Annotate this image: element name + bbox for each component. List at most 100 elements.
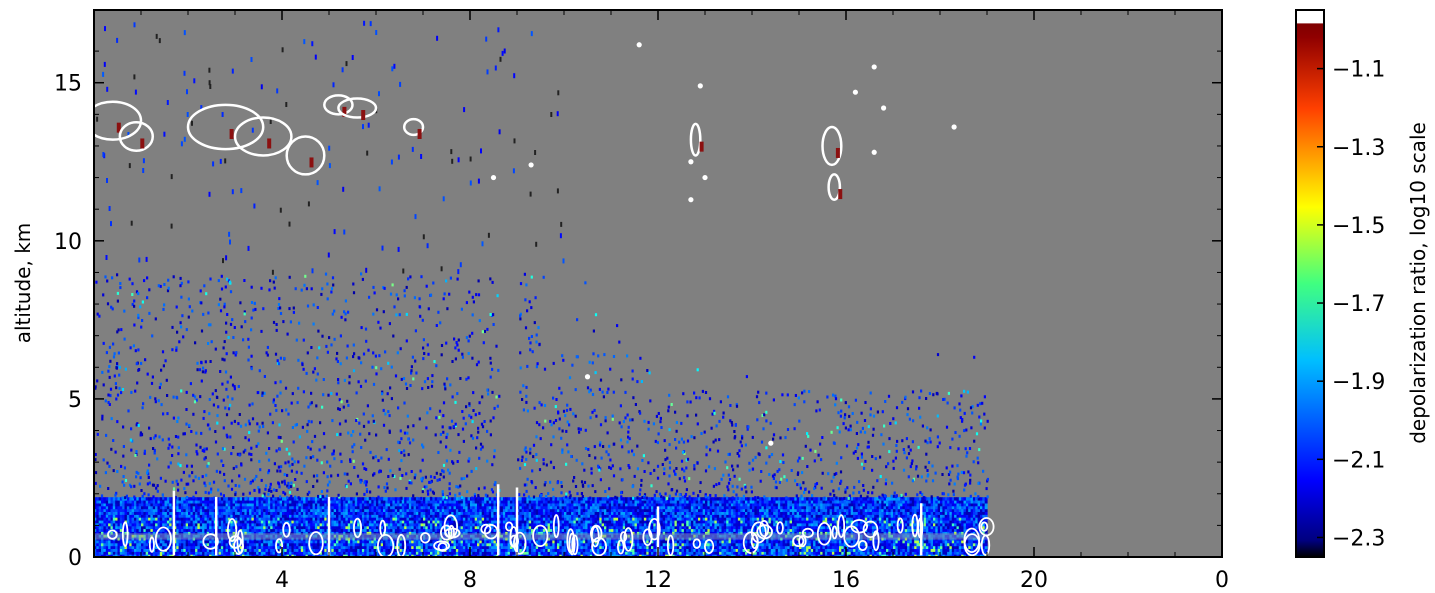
heatmap-cell <box>181 554 184 558</box>
heatmap-cell <box>420 525 424 530</box>
heatmap-cell <box>460 514 464 518</box>
heatmap-cell <box>611 508 614 512</box>
heatmap-cell <box>131 539 135 544</box>
heatmap-cell <box>528 542 532 547</box>
heatmap-cell <box>427 497 431 501</box>
heatmap-cell <box>333 522 337 527</box>
heatmap-cell <box>643 539 647 544</box>
heatmap-cell <box>601 542 605 547</box>
heatmap-cell <box>373 548 377 552</box>
heatmap-cell <box>204 502 208 507</box>
heatmap-cell <box>594 522 598 527</box>
heatmap-cell <box>639 502 643 507</box>
heatmap-cell <box>258 497 262 501</box>
heatmap-cell <box>390 528 393 532</box>
heatmap-cell <box>559 525 563 530</box>
heatmap-cell <box>397 531 400 535</box>
heatmap-cell <box>101 500 104 504</box>
heatmap-cell <box>265 545 269 549</box>
heatmap-cell <box>498 511 502 515</box>
heatmap-cell <box>479 508 483 512</box>
heatmap-cell <box>467 520 471 524</box>
heatmap-cell <box>636 500 640 504</box>
heatmap-cell <box>611 517 614 521</box>
heatmap-cell <box>249 539 252 544</box>
heatmap-cell <box>206 508 210 512</box>
heatmap-cell <box>195 505 198 510</box>
heatmap-cell <box>608 531 612 535</box>
heatmap-cell <box>317 545 321 549</box>
heatmap-cell <box>596 500 600 504</box>
heatmap-cell <box>620 554 624 558</box>
heatmap-cell <box>611 511 614 515</box>
heatmap-cell <box>467 554 471 558</box>
heatmap-cell <box>216 551 220 555</box>
heatmap-cell <box>498 551 502 555</box>
heatmap-cell <box>105 539 109 544</box>
heatmap-cell <box>296 528 299 532</box>
heatmap-cell <box>542 514 546 518</box>
heatmap-cell <box>223 545 227 549</box>
heatmap-cell <box>145 500 149 504</box>
heatmap-cell <box>427 520 431 524</box>
heatmap-cell <box>448 554 452 558</box>
heatmap-cell <box>350 539 353 544</box>
heatmap-cell <box>366 500 370 504</box>
heatmap-cell <box>613 500 617 504</box>
heatmap-cell <box>366 542 370 547</box>
heatmap-cell <box>383 554 386 558</box>
heatmap-cell <box>115 502 119 507</box>
heatmap-cell <box>540 522 544 527</box>
heatmap-cell <box>145 531 149 535</box>
heatmap-cell <box>126 500 130 504</box>
heatmap-cell <box>415 520 419 524</box>
heatmap-cell <box>117 505 121 510</box>
heatmap-cell <box>528 508 532 512</box>
heatmap-cell <box>599 505 603 510</box>
heatmap-cell <box>141 551 144 555</box>
heatmap-cell <box>129 542 133 547</box>
heatmap-cell <box>298 554 302 558</box>
heatmap-cell <box>460 551 464 555</box>
heatmap-cell <box>131 511 135 515</box>
heatmap-cell <box>554 548 558 552</box>
heatmap-cell <box>136 517 140 521</box>
heatmap-cell <box>223 500 227 504</box>
heatmap-cell <box>392 520 396 524</box>
heatmap-cell <box>493 517 497 521</box>
heatmap-cell <box>383 500 386 504</box>
heatmap-cell <box>98 502 102 507</box>
heatmap-cell <box>277 508 281 512</box>
heatmap-cell <box>343 505 346 510</box>
heatmap-cell <box>580 517 584 521</box>
heatmap-cell <box>507 554 511 558</box>
heatmap-cell <box>284 502 288 507</box>
heatmap-cell <box>218 522 222 527</box>
heatmap-cell <box>249 500 252 504</box>
heatmap-cell <box>533 511 537 515</box>
heatmap-cell <box>185 508 189 512</box>
heatmap-cell <box>599 517 603 521</box>
heatmap-cell <box>286 551 290 555</box>
heatmap-cell <box>126 508 130 512</box>
heatmap-cell <box>528 517 532 521</box>
heatmap-cell <box>237 539 241 544</box>
heatmap-cell <box>117 528 121 532</box>
heatmap-cell <box>188 517 191 521</box>
heatmap-cell <box>305 522 309 527</box>
heatmap-cell <box>263 542 267 547</box>
heatmap-cell <box>423 525 426 530</box>
heatmap-cell <box>357 497 361 501</box>
heatmap-cell <box>270 520 274 524</box>
heatmap-cell <box>190 522 194 527</box>
heatmap-cell <box>216 531 220 535</box>
heatmap-cell <box>538 531 541 535</box>
heatmap-cell <box>491 500 494 504</box>
heatmap-cell <box>380 542 384 547</box>
heatmap-cell <box>498 500 502 504</box>
heatmap-cell <box>554 500 558 504</box>
heatmap-cell <box>524 502 527 507</box>
heatmap-cell <box>134 522 137 527</box>
heatmap-cell <box>580 528 584 532</box>
heatmap-cell <box>646 508 650 512</box>
